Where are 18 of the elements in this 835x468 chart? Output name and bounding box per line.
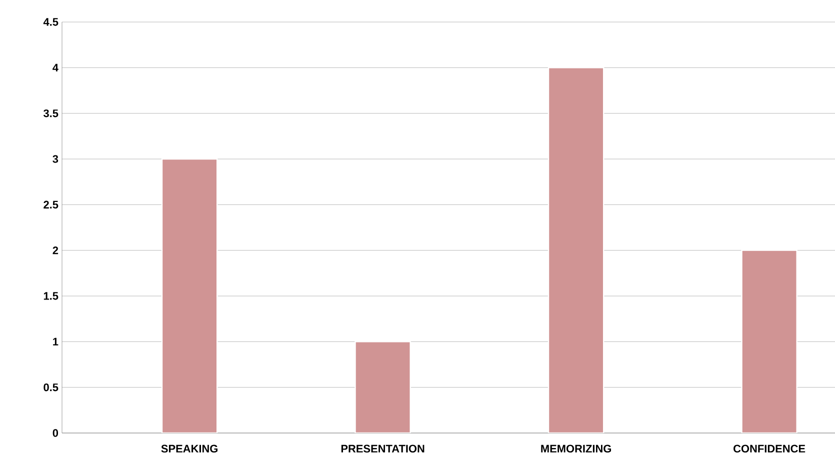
x-tick-label: PRESENTATION: [341, 444, 424, 453]
y-tick-label: 2.5: [44, 200, 58, 209]
bar: [741, 250, 798, 433]
bar: [161, 158, 218, 433]
y-tick-label: 3.5: [43, 109, 58, 118]
y-tick-label: 0.5: [44, 383, 58, 392]
y-tick-label: 0: [52, 429, 58, 437]
y-tick-label: 1.5: [44, 292, 58, 300]
bar: [354, 341, 411, 433]
x-tick-label: MEMORIZING: [541, 444, 611, 453]
y-tick-label: 2: [52, 246, 58, 254]
y-tick-label: 3: [52, 155, 58, 163]
x-tick-label: CONFIDENCE: [734, 444, 806, 453]
y-tick-label: 4: [52, 64, 58, 72]
y-tick-label: 1: [53, 338, 58, 346]
y-tick-label: 4.5: [43, 18, 58, 26]
bar: [548, 67, 604, 433]
x-tick-label: SPEAKING: [161, 444, 218, 453]
